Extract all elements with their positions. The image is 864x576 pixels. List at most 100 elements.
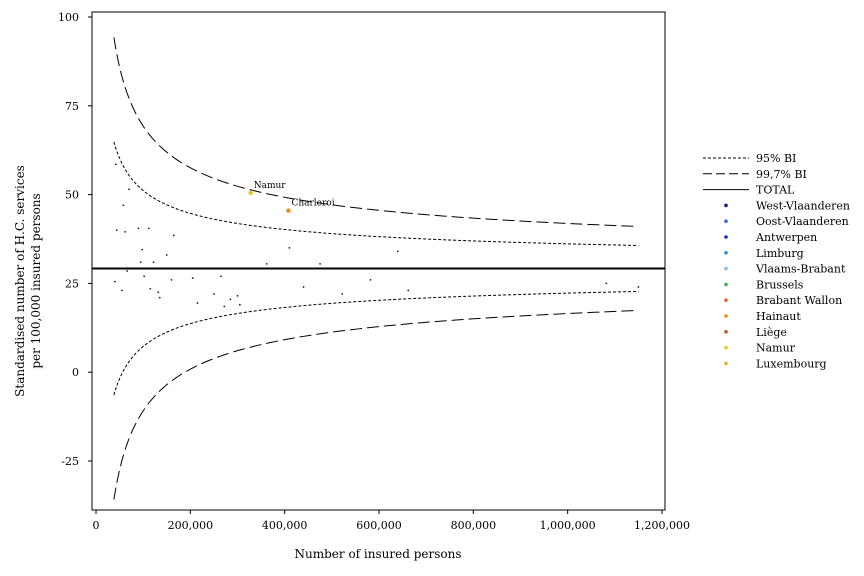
legend-marker-swatch [724, 314, 728, 318]
legend-label: Brussels [756, 278, 804, 291]
legend-marker-swatch [724, 219, 728, 223]
legend-item: Limburg [724, 247, 804, 260]
data-point [213, 293, 215, 295]
data-point [128, 188, 130, 191]
data-point [113, 280, 116, 283]
data-point [220, 275, 222, 278]
data-point [369, 278, 372, 281]
plot-area [91, 11, 666, 511]
data-point [288, 246, 291, 249]
data-point [172, 234, 175, 237]
data-points [113, 163, 640, 308]
data-point [147, 227, 150, 230]
y-axis-title-line-2: per 100,000 insured persons [29, 193, 43, 368]
legend-label: Antwerpen [755, 231, 817, 244]
highlight-point-namur [248, 190, 253, 196]
confidence-limit-curves [113, 37, 639, 500]
legend-marker-swatch [724, 282, 728, 287]
y-tick-label: 25 [65, 277, 79, 290]
legend-item: Liège [724, 326, 787, 339]
data-point [341, 293, 344, 295]
legend-label: Luxembourg [756, 357, 827, 370]
data-point [124, 231, 127, 233]
legend-label: 99,7% BI [756, 168, 807, 181]
legend-label: TOTAL [756, 184, 795, 197]
data-point [319, 262, 321, 265]
y-axis-title-line-1: Standardised number of H.C. services [13, 165, 27, 397]
data-point [126, 270, 129, 272]
legend-item: Hainaut [724, 310, 801, 323]
x-tick-label: 1,000,000 [540, 519, 596, 532]
legend-label: Namur [756, 342, 796, 355]
legend-item: 99,7% BI [703, 168, 807, 181]
legend-label: Liège [756, 326, 787, 339]
legend-item: Antwerpen [724, 231, 817, 244]
data-point [637, 286, 640, 288]
data-point [115, 229, 118, 232]
data-point [121, 289, 123, 292]
legend-item: Brabant Wallon [724, 294, 842, 307]
data-point [141, 248, 144, 251]
legend-label: Vlaams-Brabant [755, 263, 846, 276]
legend-label: Hainaut [756, 310, 801, 323]
legend-marker-swatch [724, 345, 728, 350]
data-point [191, 277, 194, 279]
legend-label: West-Vlaanderen [756, 199, 850, 212]
highlight-point-charleroi [286, 208, 291, 213]
legend-item: West-Vlaanderen [724, 199, 850, 212]
y-axis-title: Standardised number of H.C. services per… [13, 165, 43, 397]
data-point [396, 250, 399, 253]
data-point [149, 287, 152, 290]
legend-item: Namur [724, 342, 796, 355]
data-point [236, 294, 239, 297]
lower-997-limit [113, 309, 639, 500]
legend-marker-swatch [724, 266, 728, 271]
legend-marker-swatch [724, 203, 728, 208]
x-tick-label: 600,000 [356, 519, 402, 532]
y-tick-label: 100 [58, 11, 79, 24]
upper-997-limit [113, 37, 639, 227]
data-point [157, 291, 160, 294]
legend-item: 95% BI [703, 152, 796, 165]
y-tick-label: -25 [61, 455, 79, 468]
data-point [114, 163, 117, 166]
legend-label: 95% BI [756, 152, 796, 165]
lower-95-limit [113, 290, 639, 396]
legend-marker-swatch [724, 235, 728, 239]
legend-item: Oost-Vlaanderen [724, 215, 849, 228]
data-point [407, 289, 410, 292]
x-axis-title: Number of insured persons [295, 547, 462, 561]
legend-label: Oost-Vlaanderen [756, 215, 849, 228]
x-tick-label: 200,000 [168, 519, 214, 532]
legend-marker-swatch [724, 330, 728, 334]
highlighted-points: Namur Charleroi [248, 181, 335, 213]
legend-item: Vlaams-Brabant [724, 263, 846, 276]
highlight-label-charleroi: Charleroi [291, 199, 334, 209]
data-point [302, 286, 305, 288]
data-point [223, 305, 226, 308]
x-tick-label: 800,000 [451, 519, 497, 532]
data-point [143, 275, 146, 278]
data-point [139, 261, 142, 263]
legend-marker-swatch [724, 251, 728, 255]
data-point [152, 261, 155, 263]
legend: 95% BI 99,7% BI TOTAL West-Vlaanderen Oost-V… [703, 152, 850, 370]
x-tick-label: 400,000 [262, 519, 308, 532]
y-tick-label: 50 [65, 189, 79, 202]
upper-95-limit [113, 141, 639, 246]
legend-marker-swatch [724, 361, 728, 366]
legend-label: Limburg [756, 247, 804, 260]
data-point [165, 254, 168, 256]
y-tick-label: 0 [72, 366, 79, 379]
data-point [605, 282, 608, 285]
legend-label: Brabant Wallon [756, 294, 842, 307]
data-point [265, 262, 268, 265]
x-tick-label: 0 [93, 519, 100, 532]
legend-item: Brussels [724, 278, 804, 291]
highlight-label-namur: Namur [254, 181, 287, 191]
data-point [238, 303, 241, 306]
x-axis: 0 200,000 400,000 600,000 800,000 1,000,000 1,… [93, 510, 690, 532]
data-point [122, 204, 125, 207]
data-point [170, 278, 173, 281]
